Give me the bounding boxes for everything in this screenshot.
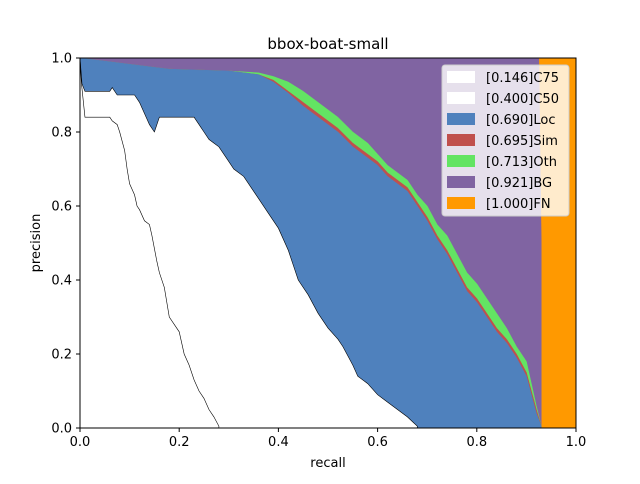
legend-label-0: [0.146]C75 [486, 71, 559, 86]
legend-swatch-0 [447, 71, 475, 83]
legend-swatch-3 [447, 134, 475, 146]
legend-swatch-6 [447, 197, 475, 209]
legend-label-6: [1.000]FN [486, 197, 551, 212]
y-tick-label-5: 1.0 [51, 52, 72, 67]
legend-label-5: [0.921]BG [486, 176, 552, 191]
legend-label-1: [0.400]C50 [486, 92, 559, 107]
y-axis-label: precision [29, 214, 44, 273]
legend-label-3: [0.695]Sim [486, 134, 558, 149]
x-axis-label: recall [310, 456, 345, 471]
x-tick-label-0: 0.0 [70, 435, 91, 450]
legend: [0.146]C75 [0.400]C50 [0.690]Loc [0.695]Sim… [441, 64, 570, 217]
plot-frame [79, 57, 577, 429]
y-tick-label-3: 0.6 [51, 200, 72, 215]
plot-area [79, 57, 577, 429]
y-axis-ticks: 0.0 0.2 0.4 0.6 0.8 1.0 [51, 52, 80, 437]
x-tick-label-3: 0.6 [367, 435, 388, 450]
x-tick-label-2: 0.4 [268, 435, 289, 450]
y-tick-label-4: 0.8 [51, 126, 72, 141]
x-tick-label-5: 1.0 [566, 435, 587, 450]
x-tick-label-1: 0.2 [169, 435, 190, 450]
series-area-6 [79, 57, 220, 429]
legend-swatch-1 [447, 92, 475, 104]
legend-label-4: [0.713]Oth [486, 155, 557, 170]
y-tick-label-0: 0.0 [51, 422, 72, 437]
x-tick-label-4: 0.8 [466, 435, 487, 450]
y-tick-label-1: 0.2 [51, 348, 72, 363]
y-tick-label-2: 0.4 [51, 274, 72, 289]
legend-swatch-5 [447, 176, 475, 188]
x-axis-ticks: 0.0 0.2 0.4 0.6 0.8 1.0 [70, 428, 587, 450]
legend-swatch-2 [447, 113, 475, 125]
legend-label-2: [0.690]Loc [486, 113, 555, 128]
legend-swatch-4 [447, 155, 475, 167]
chart-title: bbox-boat-small [267, 35, 388, 53]
